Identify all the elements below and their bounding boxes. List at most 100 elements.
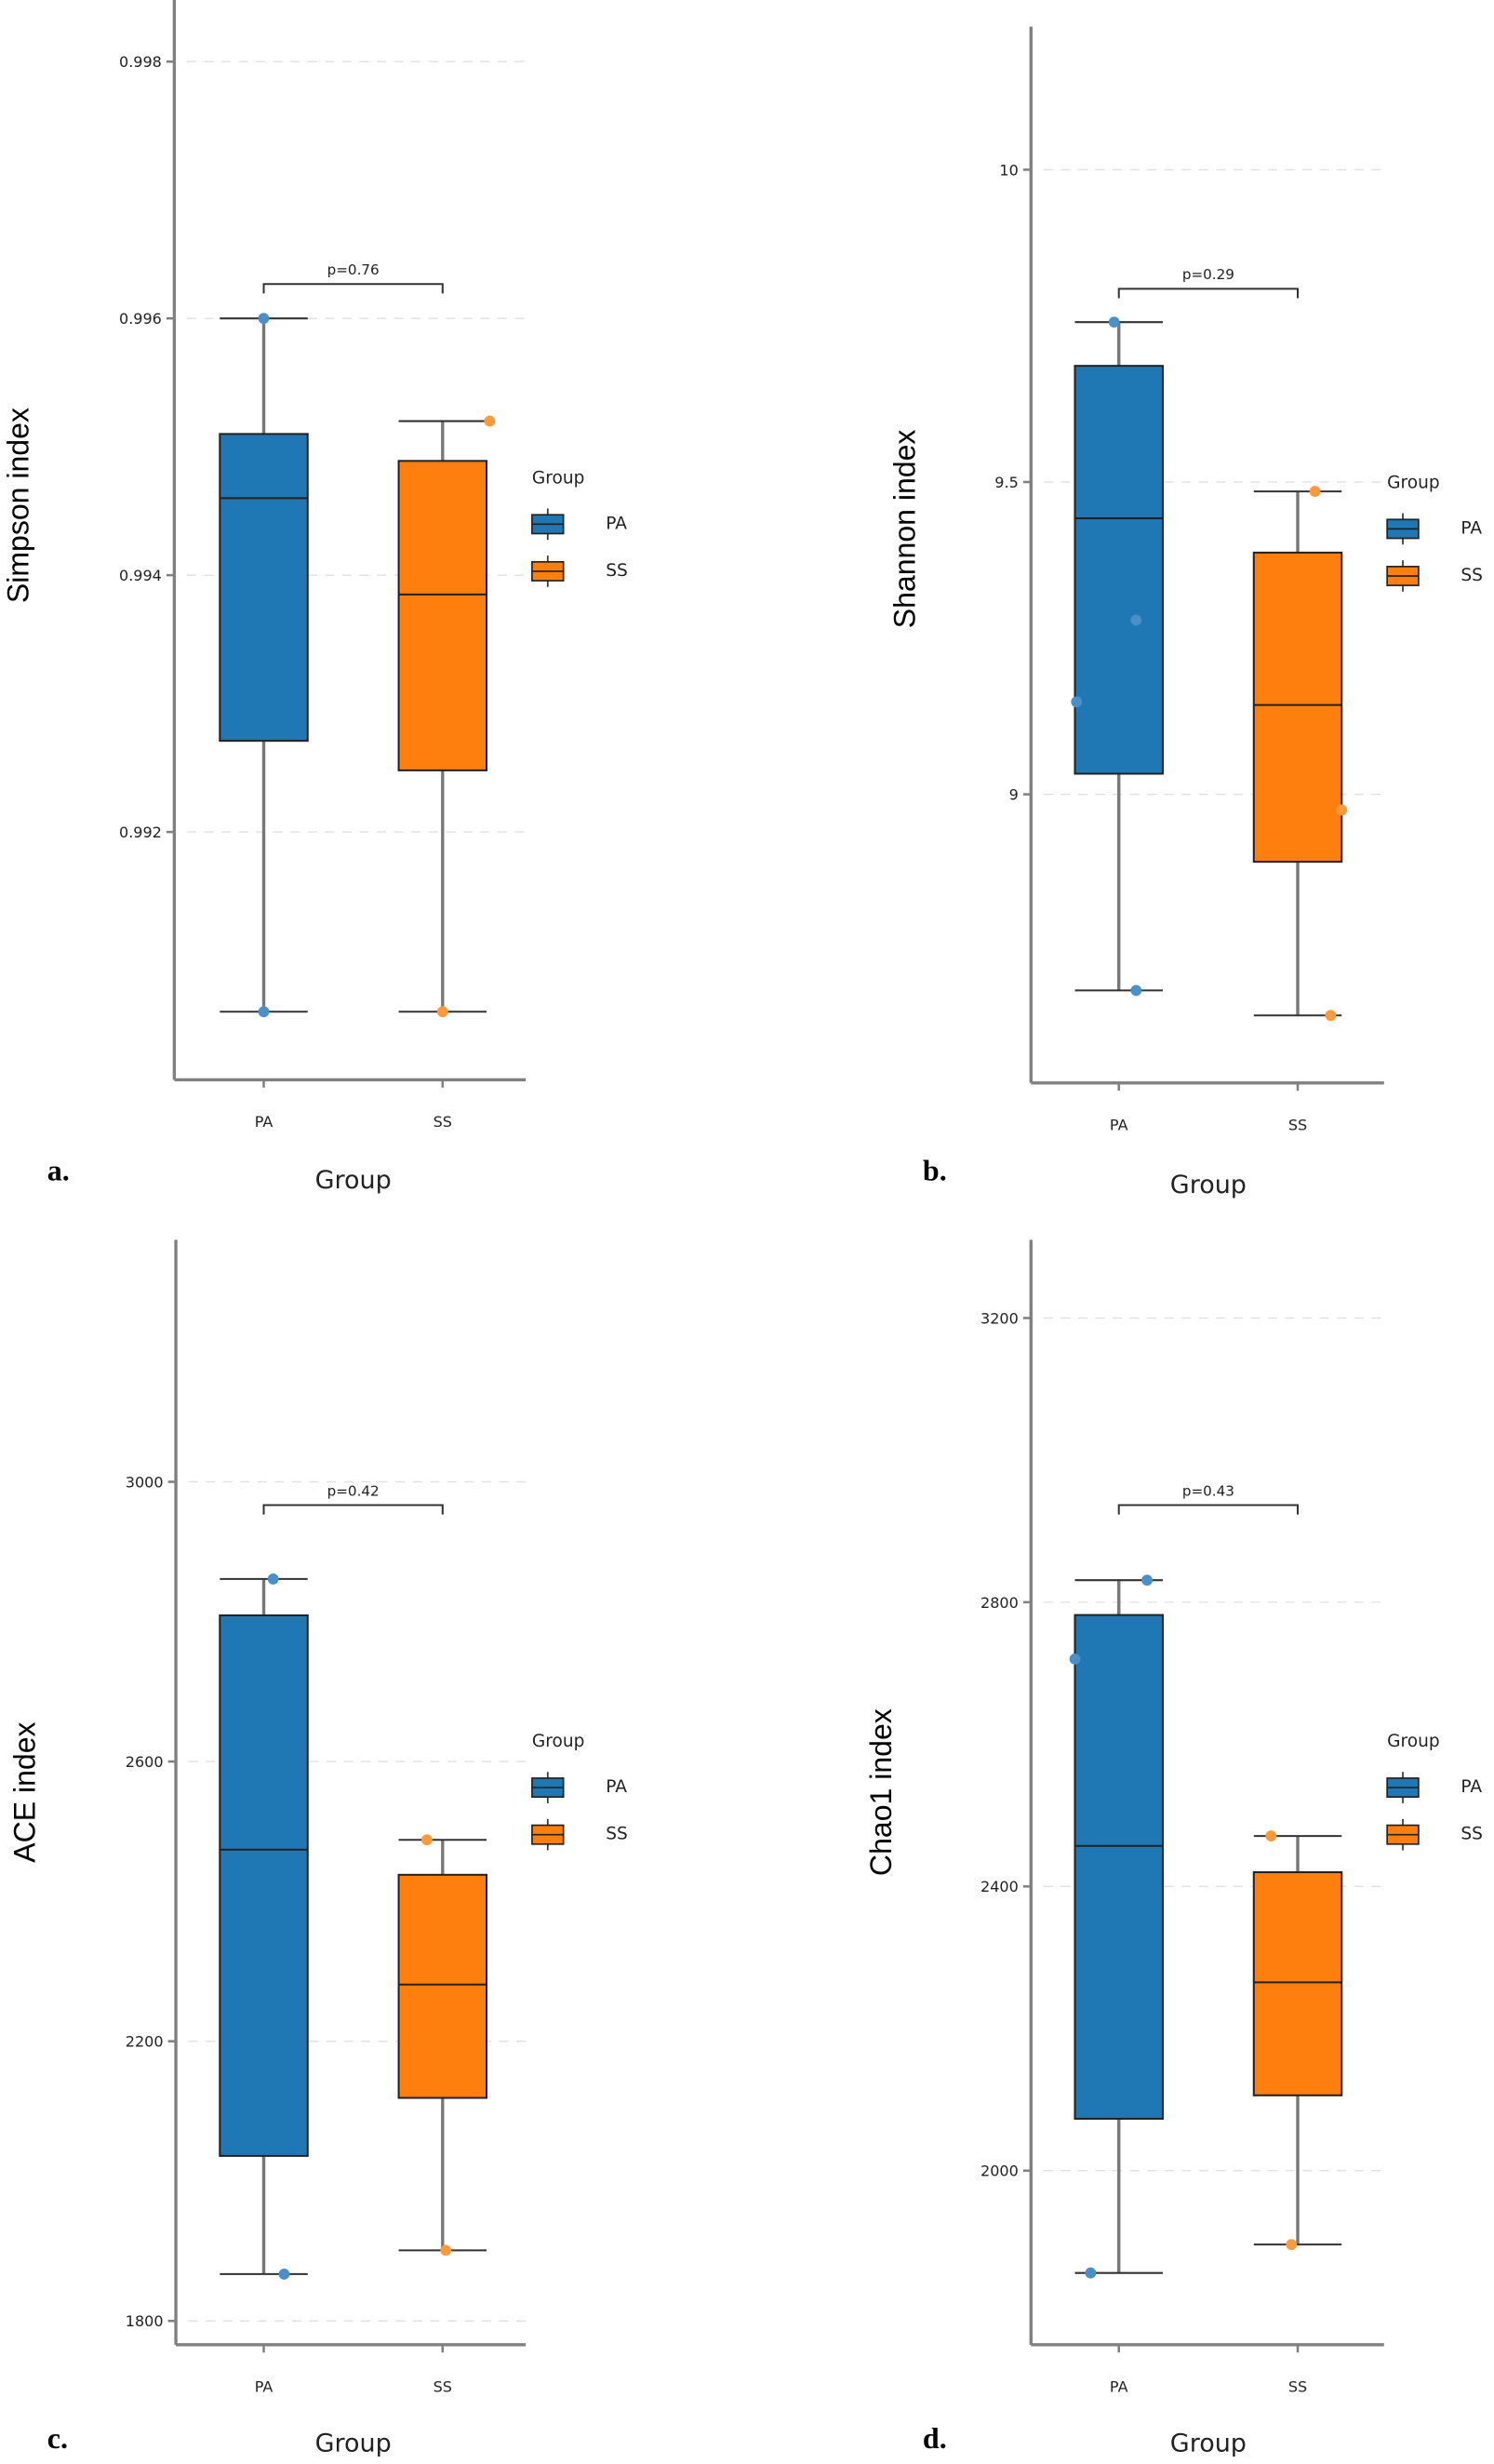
box-iqr xyxy=(397,460,488,771)
data-point xyxy=(1069,1654,1081,1665)
y-tick-label: 2600 xyxy=(126,1753,164,1771)
significance-bracket xyxy=(1117,288,1300,299)
panel-b: 9 9.5 10 PA SS p=0.29 Group Shannon index b. Grou… xyxy=(887,26,1483,1199)
panel-a: 0.992 0.994 0.996 0.998 PA SS p=0.76 Group Simps… xyxy=(2,0,628,1195)
x-tick-label-ss: SS xyxy=(434,1113,452,1131)
y-tick-label: 0.994 xyxy=(119,567,162,584)
p-value-label: p=0.42 xyxy=(327,1482,380,1499)
y-tick-label: 2400 xyxy=(980,1878,1019,1895)
y-axis-title: ACE index xyxy=(7,1721,41,1862)
data-point xyxy=(1309,486,1321,497)
y-tick-label: 0.998 xyxy=(119,53,162,71)
data-point xyxy=(440,2244,452,2256)
y-tick-label: 0.996 xyxy=(119,310,162,328)
x-tick-label-pa: PA xyxy=(255,2377,273,2395)
box-pa xyxy=(219,1573,309,2280)
data-point xyxy=(436,1006,448,1018)
box-pa xyxy=(219,313,309,1018)
box-ss xyxy=(1252,1830,1343,2251)
legend-label-pa: PA xyxy=(1461,1777,1482,1797)
panel-d: 2000 2400 2800 3200 PA SS p=0.43 Group Chao1 ind… xyxy=(864,1239,1483,2458)
legend: Group PA SS xyxy=(1386,1732,1483,1851)
y-tick-label: 2800 xyxy=(980,1594,1019,1612)
box-ss xyxy=(1252,486,1348,1022)
box-iqr xyxy=(1252,1871,1343,2096)
significance-bracket xyxy=(1117,1504,1300,1515)
data-point xyxy=(258,1006,270,1018)
significance-bracket xyxy=(262,1504,444,1515)
y-tick-label: 2200 xyxy=(126,2033,164,2051)
legend: Group PA SS xyxy=(531,468,628,587)
data-point xyxy=(1085,2267,1097,2279)
box-iqr xyxy=(1252,551,1343,864)
legend-label-pa: PA xyxy=(1461,518,1482,538)
x-tick-label-pa: PA xyxy=(1110,1116,1128,1133)
y-tick-label: 0.992 xyxy=(119,824,162,841)
x-tick-label-pa: PA xyxy=(1110,2377,1128,2395)
box-pa xyxy=(1071,316,1164,997)
panel-c: 1800 2200 2600 3000 PA SS p=0.42 Group ACE index… xyxy=(7,1239,628,2458)
data-point xyxy=(267,1573,279,1585)
panel-letter: a. xyxy=(47,1153,70,1186)
x-tick-label-ss: SS xyxy=(1288,2377,1307,2395)
p-value-label: p=0.43 xyxy=(1182,1482,1234,1499)
data-point xyxy=(258,313,270,325)
data-point xyxy=(1336,804,1348,816)
box-ss xyxy=(397,1834,488,2256)
x-axis-title: Group xyxy=(1170,1171,1247,1199)
significance-bracket xyxy=(262,283,444,294)
x-axis-title: Group xyxy=(315,1166,392,1195)
y-tick-label: 2000 xyxy=(980,2163,1019,2180)
box-iqr xyxy=(219,433,309,743)
legend-label-ss: SS xyxy=(606,1825,628,1844)
y-axis-title: Shannon index xyxy=(887,430,921,629)
data-point xyxy=(421,1834,433,1846)
panel-letter: b. xyxy=(923,1153,947,1186)
y-tick-label: 3000 xyxy=(126,1473,164,1491)
x-axis-title: Group xyxy=(1170,2430,1247,2458)
data-point xyxy=(1286,2239,1298,2251)
y-tick-label: 9.5 xyxy=(994,474,1018,491)
legend-title: Group xyxy=(532,468,584,488)
box-iqr xyxy=(397,1873,488,2099)
box-iqr xyxy=(1074,1614,1164,2121)
box-iqr xyxy=(1074,365,1164,775)
legend-label-ss: SS xyxy=(606,561,628,581)
legend-label-ss: SS xyxy=(1461,566,1483,585)
legend-label-pa: PA xyxy=(606,1777,627,1797)
x-tick-label-pa: PA xyxy=(255,1113,273,1131)
y-tick-label: 3200 xyxy=(980,1309,1019,1327)
p-value-label: p=0.76 xyxy=(327,261,380,278)
data-point xyxy=(278,2269,290,2280)
y-axis-title: Simpson index xyxy=(2,408,35,603)
box-iqr xyxy=(219,1614,309,2157)
box-ss xyxy=(397,415,496,1018)
data-point xyxy=(1108,316,1120,328)
legend-title: Group xyxy=(1387,474,1439,493)
data-point xyxy=(1071,696,1083,708)
box-pa xyxy=(1069,1574,1164,2279)
panel-letter: c. xyxy=(47,2421,68,2455)
data-point xyxy=(1130,614,1142,626)
y-tick-label: 9 xyxy=(1009,786,1019,804)
legend-title: Group xyxy=(1387,1732,1439,1751)
data-point xyxy=(1265,1830,1277,1841)
x-tick-label-ss: SS xyxy=(434,2377,452,2395)
legend: Group PA SS xyxy=(1386,474,1483,592)
data-point xyxy=(484,415,496,427)
y-tick-label: 1800 xyxy=(126,2312,164,2330)
legend-title: Group xyxy=(532,1732,584,1751)
data-point xyxy=(1325,1010,1337,1022)
legend-label-ss: SS xyxy=(1461,1825,1483,1844)
x-tick-label-ss: SS xyxy=(1288,1116,1307,1133)
data-point xyxy=(1130,984,1142,997)
y-axis-title: Chao1 index xyxy=(864,1708,898,1876)
legend: Group PA SS xyxy=(531,1732,628,1851)
x-axis-title: Group xyxy=(315,2430,392,2458)
y-tick-label: 10 xyxy=(999,161,1018,179)
data-point xyxy=(1141,1574,1153,1587)
legend-label-pa: PA xyxy=(606,514,627,533)
panel-letter: d. xyxy=(923,2421,947,2455)
p-value-label: p=0.29 xyxy=(1182,266,1234,283)
